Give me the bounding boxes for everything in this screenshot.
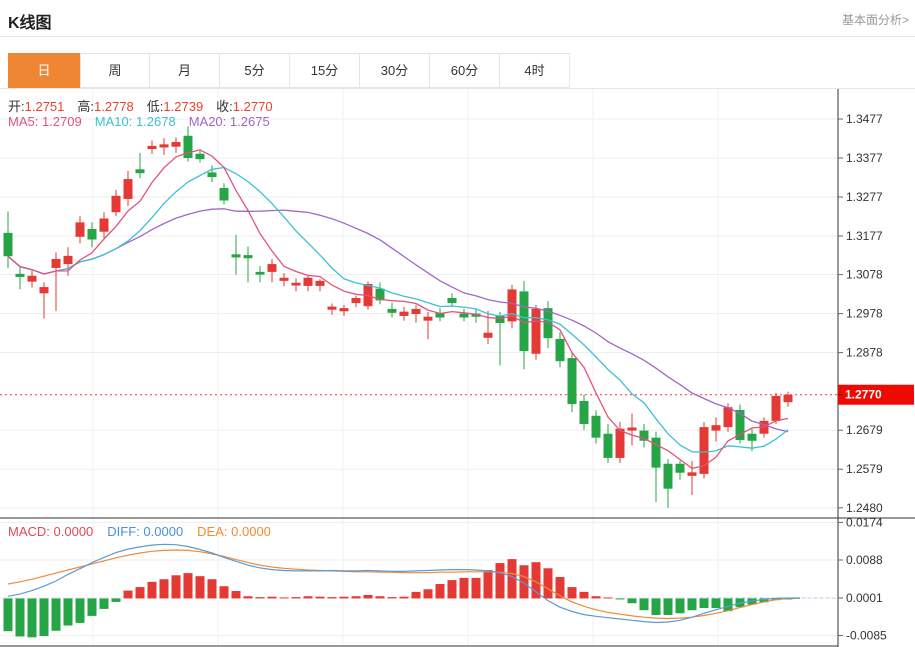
svg-text:1.2480: 1.2480: [846, 501, 883, 515]
svg-text:1.3277: 1.3277: [846, 190, 883, 204]
macd-layer: [3, 543, 838, 638]
page-title: K线图: [8, 15, 52, 32]
svg-text:1.2978: 1.2978: [846, 307, 883, 321]
axis-layer: 1.3477 1.3377 1.3277 1.3177 1.3078 1.2978 1.28…: [0, 89, 915, 647]
candles-layer: [3, 126, 793, 508]
tab-5min[interactable]: 5分: [220, 53, 290, 88]
tab-month[interactable]: 月: [150, 53, 220, 88]
fundamental-analysis-link[interactable]: 基本面分析>: [841, 13, 909, 27]
svg-text:0.0001: 0.0001: [846, 591, 883, 605]
svg-text:0.0088: 0.0088: [846, 553, 883, 567]
svg-text:1.2679: 1.2679: [846, 423, 883, 437]
svg-text:1.3177: 1.3177: [846, 229, 883, 243]
tab-week[interactable]: 周: [80, 53, 150, 88]
page-header: K线图 基本面分析>: [0, 0, 915, 37]
tab-30min[interactable]: 30分: [360, 53, 430, 88]
price-marker: 1.2770: [838, 384, 914, 405]
kline-chart-canvas[interactable]: 1.3477 1.3377 1.3277 1.3177 1.3078 1.2978 1.28…: [0, 89, 915, 647]
svg-text:1.3477: 1.3477: [846, 112, 883, 126]
svg-text:0.0174: 0.0174: [846, 515, 883, 529]
svg-text:1.2770: 1.2770: [845, 388, 882, 402]
tab-day[interactable]: 日: [8, 53, 80, 88]
kline-chart[interactable]: 1.3477 1.3377 1.3277 1.3177 1.3078 1.2978 1.28…: [0, 88, 915, 647]
svg-text:-0.0085: -0.0085: [846, 629, 887, 643]
tab-15min[interactable]: 15分: [290, 53, 360, 88]
interval-tab-bar: 日 周 月 5分 15分 30分 60分 4时: [8, 53, 915, 88]
ma-lines-layer: [7, 149, 789, 470]
tab-60min[interactable]: 60分: [430, 53, 500, 88]
svg-text:1.2878: 1.2878: [846, 346, 883, 360]
svg-text:1.3078: 1.3078: [846, 268, 883, 282]
svg-text:1.2579: 1.2579: [846, 462, 883, 476]
svg-text:1.3377: 1.3377: [846, 151, 883, 165]
grid-layer: [0, 89, 838, 646]
tab-4hour[interactable]: 4时: [500, 53, 570, 88]
